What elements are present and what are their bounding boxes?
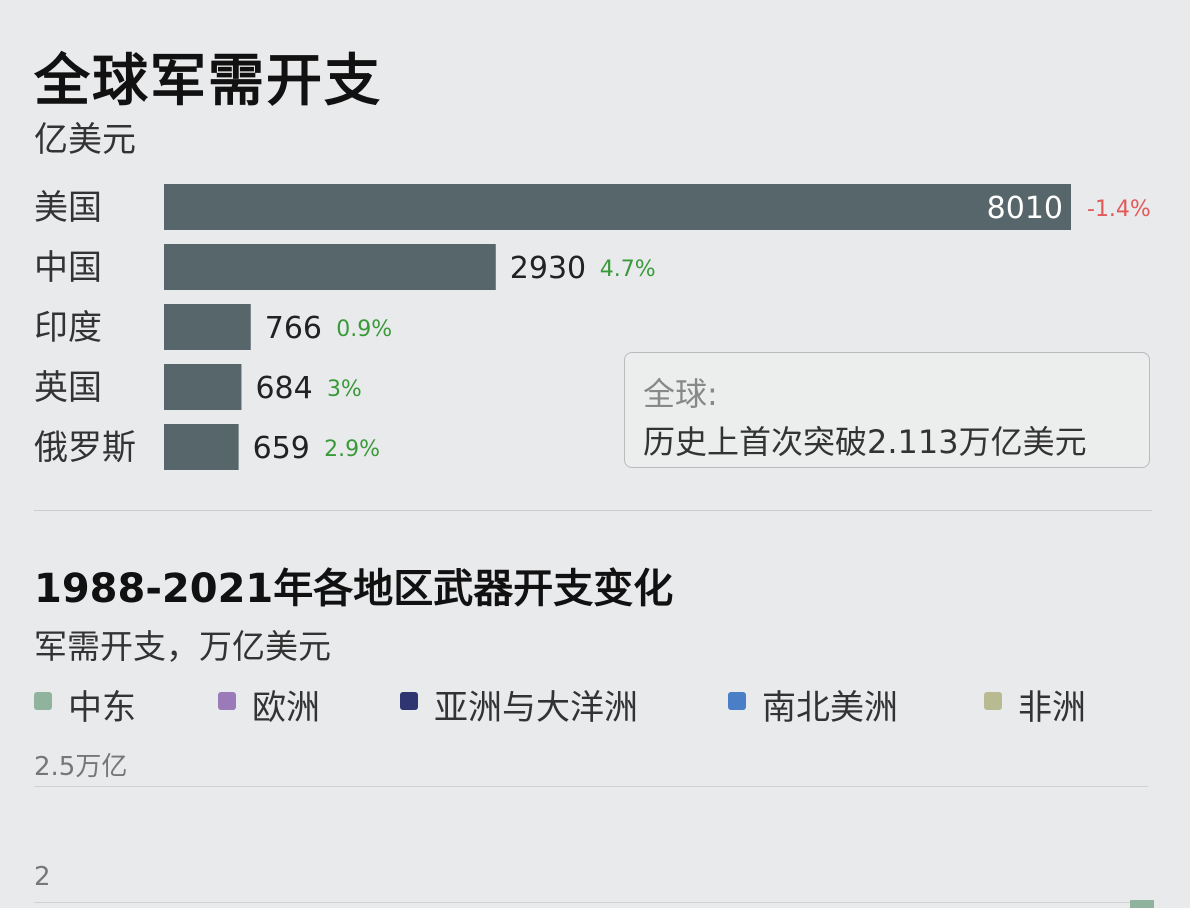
- global-callout: 全球: 历史上首次突破2.113万亿美元: [624, 352, 1150, 468]
- chart-title: 全球军需开支: [34, 49, 382, 114]
- legend-label: 南北美洲: [762, 688, 898, 728]
- legend-swatch-africa: [984, 692, 1002, 710]
- section-divider: [34, 510, 1152, 511]
- callout-heading: 全球:: [643, 375, 718, 413]
- legend-swatch-europe: [218, 692, 236, 710]
- gridline: [34, 786, 1148, 787]
- regional-chart-title: 1988-2021年各地区武器开支变化: [34, 566, 674, 612]
- bar-change-label: -1.4%: [1087, 197, 1151, 222]
- legend-label: 非洲: [1018, 688, 1086, 728]
- bar-change-label: 3%: [327, 377, 362, 402]
- bar-value-label: 659: [253, 431, 310, 466]
- legend-swatch-americas: [728, 692, 746, 710]
- callout-text: 历史上首次突破2.113万亿美元: [643, 423, 1087, 461]
- y-tick-label: 2.5万亿: [34, 752, 128, 782]
- bar-category-label: 美国: [34, 188, 102, 228]
- bar-change-label: 4.7%: [600, 257, 656, 282]
- bar-value-label: 684: [255, 371, 312, 406]
- bar-value-label: 8010: [987, 191, 1063, 226]
- bar-category-label: 印度: [34, 308, 102, 348]
- bar: [164, 244, 496, 290]
- bar: [164, 304, 251, 350]
- legend-swatch-middle-east: [34, 692, 52, 710]
- chart-unit: 亿美元: [34, 120, 136, 160]
- gridline: [34, 902, 1148, 903]
- legend-swatch-asia-oceania: [400, 692, 418, 710]
- bar-category-label: 英国: [34, 368, 102, 408]
- bar-category-label: 俄罗斯: [34, 428, 136, 468]
- bar: [164, 364, 242, 410]
- legend-label: 亚洲与大洋洲: [434, 688, 638, 728]
- regional-chart-subtitle: 军需开支，万亿美元: [34, 627, 331, 666]
- bar-change-label: 0.9%: [336, 317, 392, 342]
- series-mark-middle-east: [1130, 900, 1154, 908]
- bar-change-label: 2.9%: [324, 437, 380, 462]
- legend: 中东 欧洲 亚洲与大洋洲 南北美洲 非洲: [34, 678, 1164, 728]
- bar-value-label: 2930: [510, 251, 586, 286]
- legend-label: 中东: [68, 688, 136, 728]
- bar: [164, 184, 1071, 230]
- bar-category-label: 中国: [34, 248, 102, 288]
- legend-label: 欧洲: [252, 688, 320, 728]
- y-tick-label: 2: [34, 862, 51, 892]
- bar-chart: 美国 8010 -1.4% 中国 2930 4.7% 印度 766 0.9% 英国 684 3% 俄罗斯…: [34, 184, 1151, 470]
- bar-value-label: 766: [265, 311, 322, 346]
- bar: [164, 424, 239, 470]
